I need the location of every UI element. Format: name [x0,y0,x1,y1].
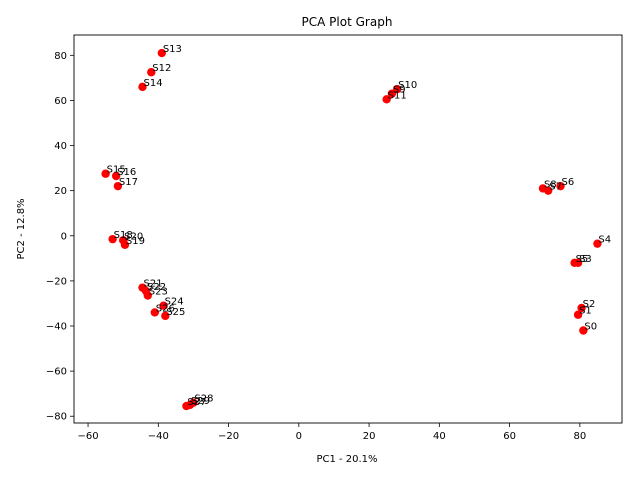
x-tick-label: 20 [363,431,376,442]
point-label-s26: S26 [156,303,175,314]
point-label-s24: S24 [165,297,184,308]
point-label-s25: S25 [166,307,185,318]
data-points [101,48,602,411]
data-point-s1 [573,310,583,319]
data-point-s14 [138,82,147,92]
plot-frame [73,34,623,424]
x-tick-label: −60 [77,431,98,442]
data-point-s0 [579,326,588,335]
point-label-s1: S1 [579,306,592,317]
point-label-s19: S19 [126,236,145,247]
point-label-s10: S10 [398,80,417,91]
data-point-s29 [185,400,195,410]
point-label-s20: S20 [124,231,143,242]
y-tick-label: −80 [46,412,67,423]
point-label-s15: S15 [107,165,126,176]
x-tick-label: −20 [218,431,239,442]
data-point-s26 [150,308,159,317]
data-point-s12 [147,68,156,77]
point-label-s21: S21 [144,279,163,290]
point-label-s16: S16 [117,167,136,178]
y-tick-label: 60 [54,96,67,107]
point-label-s3: S3 [579,254,592,265]
point-label-s2: S2 [583,299,596,310]
point-label-s28: S28 [194,394,213,405]
point-label-s5: S5 [576,254,589,265]
x-tick-label: 60 [503,431,516,442]
point-label-s23: S23 [149,287,168,298]
x-tick-label: 0 [296,431,302,442]
chart-title: PCA Plot Graph [302,15,393,29]
data-point-s4 [593,239,602,248]
data-point-s23 [143,291,152,300]
x-tick-label: −40 [148,431,169,442]
point-label-s14: S14 [144,78,163,89]
y-tick-label: −20 [46,276,67,287]
y-tick-label: 80 [54,51,67,62]
data-point-s16 [111,171,121,181]
data-point-s6 [556,181,565,191]
point-label-s6: S6 [562,177,575,188]
y-tick-label: 20 [54,186,67,197]
data-point-s5 [570,258,579,268]
data-point-s24 [159,301,168,310]
y-tick-label: −60 [46,367,67,378]
x-axis-ticks: −60 −40 −20 0 20 40 60 80 [77,423,586,442]
data-point-s10 [392,84,402,94]
point-label-s13: S13 [163,44,182,55]
point-label-s22: S22 [147,282,166,293]
data-point-s18 [108,234,117,244]
point-label-s27: S27 [187,397,206,408]
point-labels: S0S1S2S3S4S5S6S7S8S9S10S11S12S13S14S15S1… [107,44,612,408]
point-label-s8: S8 [544,179,557,190]
data-point-s15 [101,169,110,178]
data-point-s11 [382,95,391,104]
point-label-s0: S0 [584,322,597,333]
data-point-s2 [577,303,586,313]
y-axis-ticks: −80 −60 −40 −20 0 20 40 60 80 [46,51,74,423]
x-axis-label: PC1 - 20.1% [316,454,377,465]
point-label-s4: S4 [598,235,611,246]
x-tick-label: 80 [573,431,586,442]
point-label-s9: S9 [393,85,406,96]
y-tick-label: 40 [54,141,67,152]
y-tick-label: −40 [46,322,67,333]
data-point-s25 [161,311,170,321]
data-point-s8 [538,184,548,193]
point-label-s11: S11 [388,90,407,101]
point-label-s17: S17 [119,177,138,188]
data-point-s20 [118,236,128,245]
point-label-s12: S12 [152,63,171,74]
point-label-s7: S7 [549,182,562,193]
point-label-s18: S18 [114,230,133,241]
data-point-s17 [113,181,123,191]
x-tick-label: 40 [433,431,446,442]
data-point-s13 [157,48,167,58]
y-axis-label: PC2 - 12.8% [16,198,27,259]
y-tick-label: 0 [61,231,67,242]
point-label-s29: S29 [191,396,210,407]
